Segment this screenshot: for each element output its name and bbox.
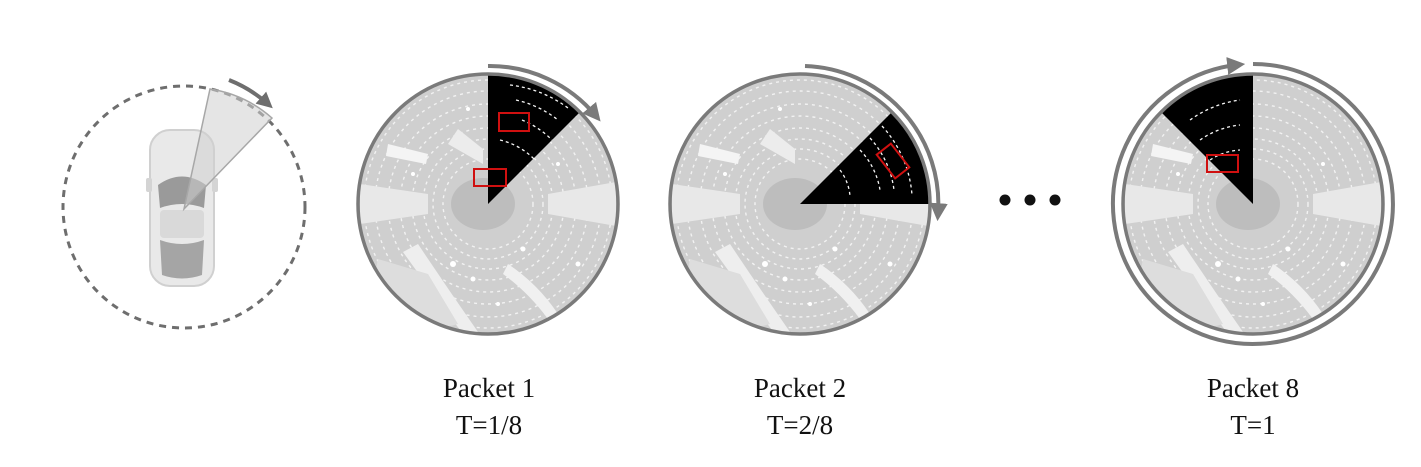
rotation-arrow-icon [804,64,948,222]
caption-packet-1: Packet 1 T=1/8 [443,373,535,440]
bounding-box-icon [473,168,507,187]
rotation-arrow-icon [487,63,601,122]
packet-title: Packet 2 [754,373,846,403]
bounding-box-icon [875,142,911,180]
scan-sector [488,74,580,204]
lidar-range-dashed-circle [61,84,307,330]
packet-title: Packet 1 [443,373,535,403]
ellipsis-dots [999,194,1061,206]
beam-rotation-arrow [228,78,273,109]
full-rotation-ring [1110,57,1395,346]
packet-title: Packet 8 [1207,373,1299,403]
packet-8-lidar-disk [1110,57,1395,346]
packet-1-lidar-disk [356,63,620,336]
packet-time: T=1/8 [456,410,522,440]
bounding-box-icon [498,112,530,132]
lidar-beam-icon [182,88,274,212]
caption-packet-2: Packet 2 T=2/8 [754,373,846,440]
packet-time: T=1 [1230,410,1275,440]
scan-sector [800,112,930,204]
bounding-box-icon [1206,154,1239,173]
vehicle-lidar-illustration [61,78,307,330]
packet-2-lidar-disk [668,64,948,336]
packet-time: T=2/8 [767,410,833,440]
caption-packet-8: Packet 8 T=1 [1207,373,1299,440]
